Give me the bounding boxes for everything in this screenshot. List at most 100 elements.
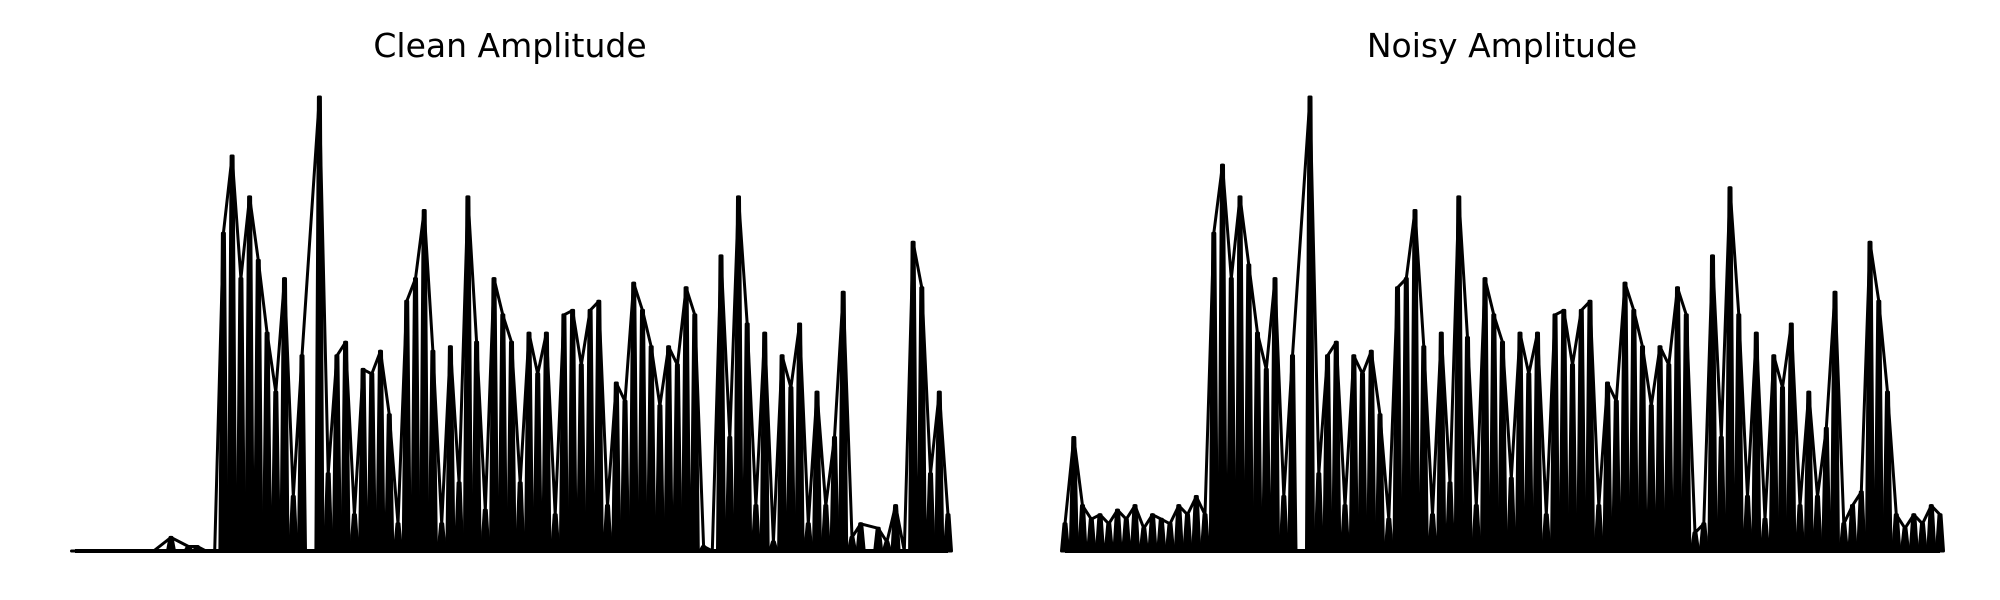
amplitude-spike <box>646 345 657 553</box>
amplitude-spike <box>262 331 273 553</box>
amplitude-spike <box>1672 286 1683 553</box>
amplitude-spike <box>1593 504 1604 553</box>
amplitude-spike <box>1558 308 1569 553</box>
amplitude-spike <box>1095 513 1105 553</box>
amplitude-spike <box>1760 517 1770 553</box>
amplitude-spike <box>803 522 814 553</box>
amplitude-spike <box>620 399 630 553</box>
amplitude-spike <box>253 258 264 553</box>
amplitude-spike <box>724 436 735 553</box>
clean-amplitude-panel: Clean Amplitude <box>70 26 953 553</box>
amplitude-spike <box>1838 522 1849 553</box>
amplitude-spike <box>1471 504 1482 553</box>
amplitude-spike <box>550 513 561 553</box>
amplitude-spike <box>497 313 508 553</box>
amplitude-spike <box>1252 331 1263 553</box>
noisy-amplitude-plot <box>1060 95 1945 553</box>
amplitude-spike <box>1576 308 1587 553</box>
amplitude-spike <box>349 513 360 553</box>
amplitude-spike <box>943 513 953 553</box>
amplitude-spike <box>1690 531 1700 553</box>
amplitude-spike <box>1313 472 1324 553</box>
amplitude-spike <box>576 363 587 553</box>
amplitude-spike <box>1646 404 1657 553</box>
amplitude-spike <box>288 495 299 553</box>
amplitude-spike <box>1628 308 1639 553</box>
amplitude-spike <box>1856 490 1867 553</box>
amplitude-spike <box>1777 386 1788 553</box>
amplitude-spike <box>480 508 491 553</box>
amplitude-spike <box>925 472 936 553</box>
noisy-amplitude-panel: Noisy Amplitude <box>1060 26 1945 553</box>
amplitude-spike <box>1812 495 1823 553</box>
amplitude-spike <box>1917 522 1928 553</box>
amplitude-spike <box>750 504 761 553</box>
amplitude-spike <box>235 277 246 553</box>
amplitude-spike <box>1278 495 1289 553</box>
amplitude-envelope-line <box>75 95 950 553</box>
amplitude-spike <box>1383 517 1394 553</box>
amplitude-spike <box>1156 517 1167 553</box>
amplitude-spike <box>847 535 857 553</box>
amplitude-spike <box>1655 345 1665 553</box>
amplitude-spike <box>1340 504 1350 553</box>
clean-amplitude-title: Clean Amplitude <box>373 26 646 65</box>
amplitude-spike <box>602 504 613 553</box>
amplitude-spike <box>1077 504 1088 553</box>
amplitude-spike <box>1357 372 1368 553</box>
amplitude-spike <box>1261 367 1272 553</box>
amplitude-spike <box>637 308 648 553</box>
amplitude-spike <box>244 195 255 553</box>
amplitude-spike <box>1541 513 1552 553</box>
amplitude-spike <box>270 390 281 553</box>
amplitude-spike <box>375 349 386 553</box>
amplitude-spike <box>1611 399 1622 553</box>
amplitude-spike <box>672 363 683 553</box>
amplitude-spike <box>1060 522 1070 553</box>
amplitude-spike <box>1567 363 1578 553</box>
amplitude-spike <box>1366 349 1377 553</box>
amplitude-spike <box>1182 513 1193 553</box>
amplitude-spike <box>1401 277 1412 553</box>
amplitude-spike <box>454 481 465 553</box>
clean-amplitude-plot <box>70 95 953 553</box>
amplitude-spike <box>1935 513 1945 553</box>
amplitude-spike <box>1445 481 1455 553</box>
amplitude-spike <box>1637 345 1648 553</box>
amplitude-spike <box>436 522 447 553</box>
amplitude-spike <box>393 522 403 553</box>
amplitude-spike <box>567 308 578 553</box>
amplitude-spike <box>1427 513 1438 553</box>
amplitude-spike <box>1235 195 1245 553</box>
amplitude-spike <box>1200 513 1210 553</box>
amplitude-spike <box>1103 522 1114 553</box>
amplitude-spike <box>1243 263 1254 553</box>
amplitude-spike <box>1086 517 1097 553</box>
amplitude-spike <box>227 154 238 553</box>
amplitude-spike <box>681 286 692 553</box>
amplitude-spike <box>585 308 596 553</box>
amplitude-spike <box>532 372 543 553</box>
amplitude-envelope-line <box>1063 95 1942 535</box>
amplitude-spike <box>1900 526 1910 553</box>
amplitude-spike <box>366 372 377 553</box>
noisy-amplitude-title: Noisy Amplitude <box>1367 26 1637 65</box>
amplitude-spike <box>663 345 674 553</box>
amplitude-spike <box>1121 517 1132 553</box>
amplitude-spike <box>410 277 421 553</box>
amplitude-spike <box>1795 504 1805 553</box>
amplitude-spike <box>1226 277 1237 553</box>
amplitude-spike <box>1138 526 1149 553</box>
amplitude-spike <box>1506 476 1517 553</box>
amplitude-spike <box>820 504 831 553</box>
amplitude-spike <box>785 386 796 553</box>
amplitude-spike <box>1488 313 1499 553</box>
amplitude-spike <box>1165 522 1175 553</box>
amplitude-spike <box>1742 495 1753 553</box>
amplitude-spike <box>1523 372 1534 553</box>
amplitude-spike <box>1663 363 1674 553</box>
amplitude-spike <box>654 404 665 553</box>
amplitude-spike <box>515 481 526 553</box>
amplitude-spike <box>1217 163 1228 553</box>
